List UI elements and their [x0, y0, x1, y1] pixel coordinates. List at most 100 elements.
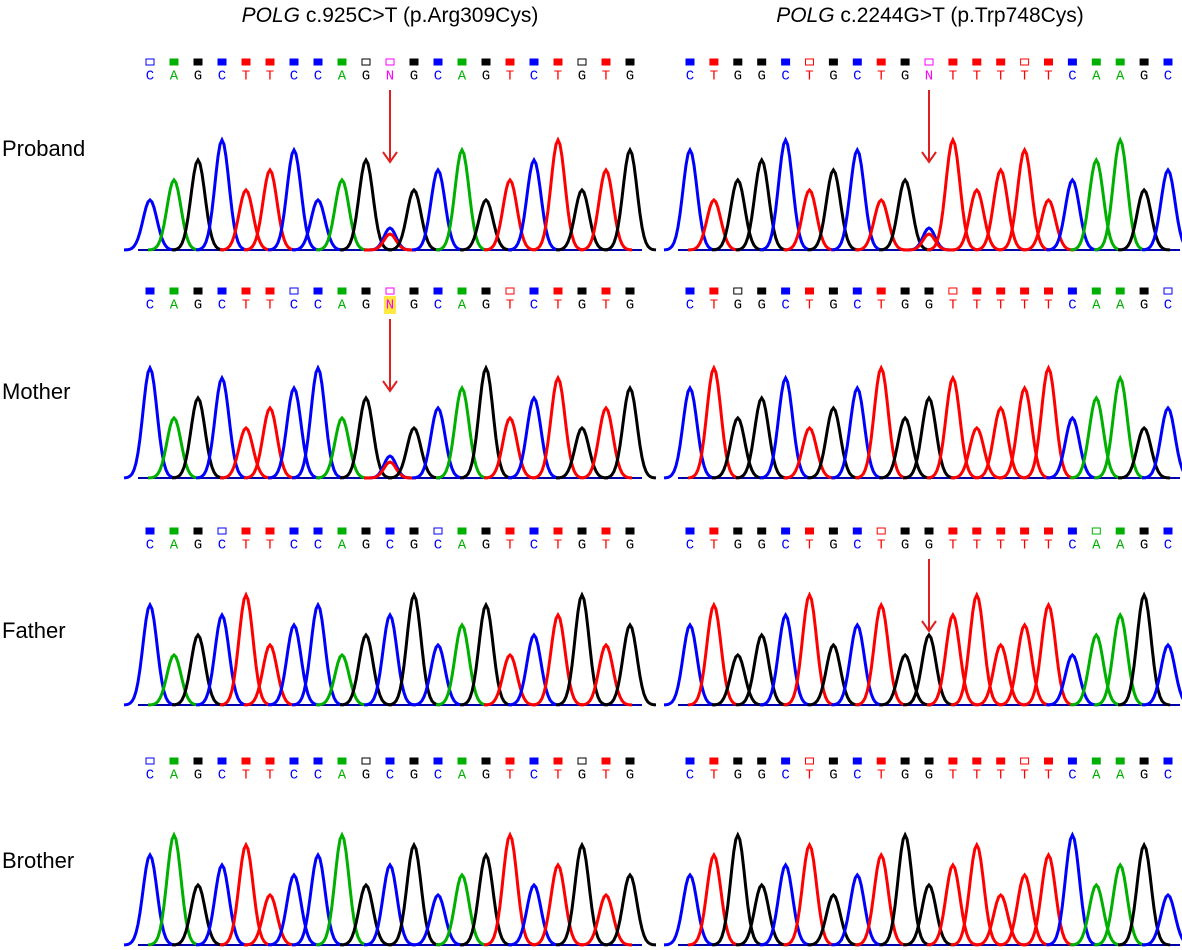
trace-peak — [903, 226, 955, 252]
trace-peak — [1094, 862, 1147, 947]
quality-box — [828, 527, 838, 535]
quality-box — [337, 757, 347, 765]
base-call: G — [757, 298, 765, 314]
trace-peak — [687, 197, 740, 252]
trace-peak — [711, 415, 764, 480]
trace-peak — [579, 167, 633, 252]
base-call: G — [1140, 538, 1148, 554]
base-call: T — [877, 768, 885, 784]
base-call: T — [877, 69, 885, 85]
quality-box — [733, 757, 743, 765]
base-call: T — [805, 298, 813, 314]
trace-peak — [171, 395, 225, 480]
base-call: C — [218, 69, 226, 85]
row-label: Proband — [2, 136, 85, 161]
trace-peak — [783, 841, 836, 947]
trace-peak — [220, 425, 272, 480]
quality-box — [972, 527, 982, 535]
base-call: C — [290, 768, 298, 784]
base-call: T — [877, 538, 885, 554]
trace-peak — [879, 415, 932, 480]
quality-box — [337, 58, 347, 66]
trace-peak — [687, 364, 741, 480]
base-call: C — [781, 298, 789, 314]
quality-box — [996, 58, 1006, 66]
base-call: T — [949, 298, 957, 314]
trace-peak — [316, 652, 368, 707]
quality-box — [1044, 58, 1053, 66]
base-call: C — [530, 538, 538, 554]
quality-box — [1139, 527, 1149, 535]
quality-box — [385, 287, 395, 295]
trace-peak — [507, 395, 561, 480]
base-call: G — [925, 538, 933, 554]
quality-box — [1091, 527, 1101, 535]
trace-peak — [195, 862, 249, 947]
quality-box — [709, 757, 719, 765]
quality-box — [217, 527, 227, 535]
trace-peak — [411, 167, 465, 252]
trace-peak — [902, 882, 956, 947]
quality-box — [289, 58, 299, 66]
trace-peak — [831, 384, 884, 480]
quality-box — [313, 527, 323, 535]
trace-peak — [483, 415, 537, 480]
base-call: G — [757, 69, 765, 85]
base-call: T — [554, 538, 562, 554]
quality-box — [529, 58, 539, 66]
trace-peak — [903, 232, 955, 252]
trace-peak — [243, 405, 297, 480]
base-call: T — [266, 538, 274, 554]
trace-peak — [711, 652, 764, 707]
base-call: C — [781, 768, 789, 784]
quality-box — [900, 757, 910, 765]
quality-box — [996, 527, 1006, 535]
trace-peak — [219, 591, 273, 707]
trace-peak — [831, 872, 884, 947]
base-call: G — [901, 768, 909, 784]
base-call: C — [530, 768, 538, 784]
trace-peak — [759, 611, 812, 707]
quality-box — [577, 527, 587, 535]
trace-peak — [1118, 187, 1171, 252]
trace-peak — [507, 156, 561, 252]
base-call: A — [170, 298, 179, 314]
base-call: T — [602, 538, 610, 554]
quality-box — [1067, 757, 1077, 765]
quality-box — [805, 58, 814, 66]
base-call: G — [578, 69, 586, 85]
row-label: Brother — [2, 848, 74, 873]
base-call: C — [314, 768, 322, 784]
quality-box — [1139, 287, 1149, 295]
quality-box — [481, 527, 491, 535]
quality-box — [1115, 287, 1125, 295]
trace-peak — [460, 197, 512, 252]
base-call: G — [925, 768, 933, 784]
base-call: T — [949, 538, 957, 554]
trace-peak — [267, 872, 321, 947]
trace-peak — [243, 167, 297, 252]
quality-box — [145, 757, 155, 765]
quality-box — [1044, 287, 1053, 295]
base-call: C — [1164, 69, 1172, 85]
base-call: C — [146, 298, 154, 314]
trace-peak — [926, 611, 980, 707]
base-call: C — [290, 69, 298, 85]
quality-box — [457, 757, 467, 765]
gene: POLG — [776, 4, 834, 27]
quality-box — [145, 287, 155, 295]
base-call: G — [626, 298, 634, 314]
quality-box — [529, 527, 539, 535]
quality-box — [601, 287, 611, 295]
trace-peak — [950, 187, 1003, 252]
quality-box — [457, 287, 467, 295]
quality-box — [757, 287, 767, 295]
trace-peak — [123, 364, 177, 480]
quality-box — [852, 527, 862, 535]
trace-peak — [339, 156, 393, 252]
trace-peak — [759, 136, 812, 252]
base-call: A — [170, 69, 179, 85]
quality-box — [733, 527, 743, 535]
trace-peak — [735, 395, 788, 480]
base-call: C — [218, 298, 226, 314]
